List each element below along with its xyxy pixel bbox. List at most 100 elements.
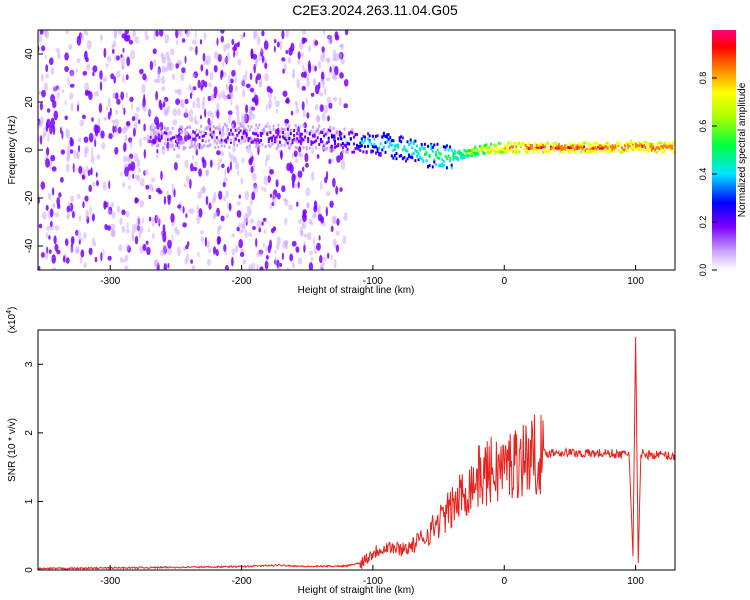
spectrogram-cell [326,96,332,105]
spectrogram-cell [69,136,73,147]
spectrogram-cell [406,140,409,144]
spectrogram-cell [523,142,526,146]
spectrogram-cell [80,32,85,41]
spectrogram-cell [229,161,232,171]
spectrogram-cell [294,183,298,189]
spectrogram-cell [318,132,321,136]
spectrogram-cell [167,263,170,269]
spectrogram-cell [258,123,261,127]
spectrogram-cell [265,254,269,260]
spectrogram-cell [568,150,571,154]
spectrogram-cell [314,65,317,72]
spectrogram-cell [564,144,567,148]
spectrogram-cell [532,148,535,152]
spectrogram-cell [608,144,611,147]
spectrogram-cell [534,147,537,151]
spectrogram-cell [143,93,146,103]
spectrogram-cell [650,148,653,152]
spectrogram-cell [323,104,329,114]
spectrogram-cell [102,181,107,191]
spectrogram-cell [76,35,82,46]
spectrogram-cell [70,195,75,203]
spectrogram-cell [162,146,165,150]
spectrogram-cell [282,131,284,135]
spectrogram-cell [583,145,586,149]
spectrogram-cell [400,140,403,144]
spectrogram-cell [627,149,630,153]
spectrogram-cell [202,52,206,62]
spectrogram-cell [229,91,234,99]
spectrogram-cell [115,125,119,135]
spectrogram-cell [118,244,123,252]
spectrogram-cell [550,147,552,151]
spectrogram-cell [122,258,126,264]
spectrogram-cell [296,201,299,207]
spectrogram-cell [117,205,121,213]
spectrogram-cell [241,78,246,86]
spectrogram-cell [192,144,195,148]
spectrogram-cell [312,63,315,72]
spectrogram-cell [149,60,154,71]
spectrogram-cell [290,42,295,52]
spectrogram-cell [201,139,204,143]
spectrogram-cell [131,223,137,234]
spectrogram-cell [180,104,185,109]
spectrogram-cell [535,146,538,150]
spectrogram-cell [220,150,225,157]
spectrogram-cell [332,148,335,152]
spectrogram-cell [214,139,217,143]
spectrogram-cell [249,218,254,224]
spectrogram-cell [217,145,220,149]
spectrogram-cell [250,137,253,141]
spectrogram-cell [368,134,371,138]
spectrogram-cell [658,141,661,145]
spectrogram-cell [336,218,340,226]
spectrogram-cell [192,137,195,141]
spectrogram-cell [70,246,74,254]
spectrogram-cell [316,136,319,140]
spectrogram-cell [154,116,159,126]
spectrogram-cell [96,180,99,187]
spectrogram-cell [233,50,236,58]
spectrogram-cell [51,187,55,196]
spectrogram-cell [164,34,170,44]
spectrogram-cell [312,134,314,138]
spectrogram-cell [620,146,623,150]
spectrogram-cell [518,141,521,145]
spectrogram-cell [594,141,597,145]
spectrogram-cell [364,135,366,139]
spectrogram-cell [230,139,232,142]
spectrogram-cell [304,152,309,163]
x-tick-label: -100 [363,276,383,287]
spectrogram-cell [196,142,199,146]
spectrogram-cell [124,166,129,177]
spectrogram-cell [587,148,590,152]
spectrogram-cell [589,150,592,154]
spectrogram-cell [133,122,138,130]
spectrogram-cell [253,63,256,74]
spectrogram-cell [163,126,166,130]
spectrogram-cell [331,70,336,80]
spectrogram-cell [427,144,429,148]
spectrogram-cell [430,144,433,148]
spectrogram-cell [175,153,181,159]
spectrogram-cell [376,147,379,151]
spectrogram-cell [668,141,671,145]
spectrogram-cell [128,174,131,181]
spectrogram-cell [212,130,215,134]
spectrogram-cell [665,142,667,145]
spectrogram-cell [627,145,630,149]
spectrogram-cell [76,193,81,200]
spectrogram-cell [88,132,94,143]
spectrogram-cell [120,91,125,101]
spectrogram-cell [441,164,444,168]
spectrogram-cell [185,175,190,184]
spectrogram-cell [472,148,475,152]
spectrogram-cell [111,119,115,124]
spectrogram-cell [477,152,480,156]
spectrogram-cell [310,140,313,144]
spectrogram-cell [112,92,116,99]
spectrogram-cell [242,125,245,129]
spectrogram-cell [163,195,167,205]
spectrogram-cell [185,244,189,250]
